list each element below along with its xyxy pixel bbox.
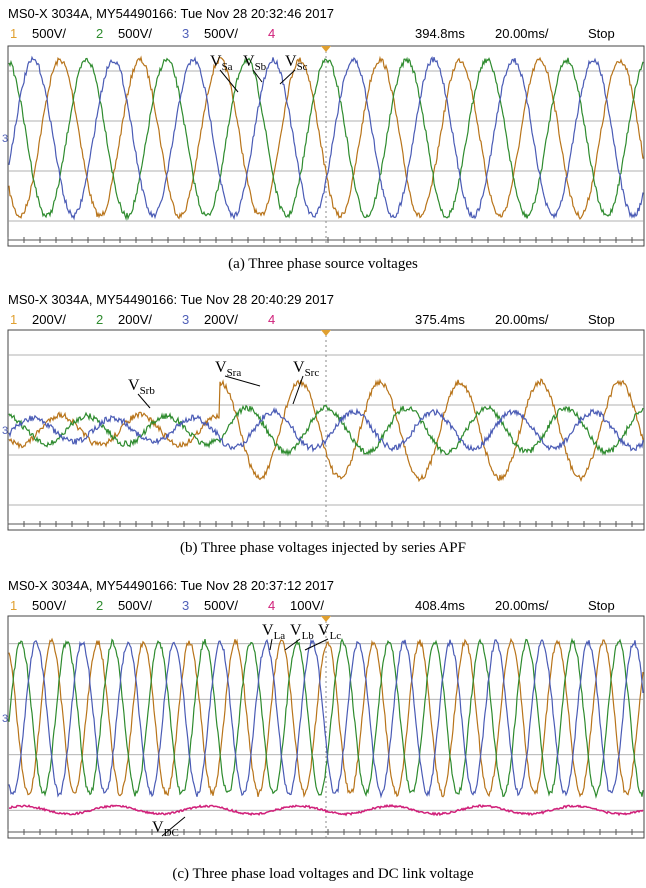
scope-header: MS0-X 3034A, MY54490166: Tue Nov 28 20:3… xyxy=(8,578,334,593)
run-status: Stop xyxy=(588,598,615,613)
ground-marker: 3 xyxy=(2,425,8,437)
channel-scale: 500V/ xyxy=(204,26,238,41)
channel-number: 4 xyxy=(268,312,275,327)
timebase: 20.00ms/ xyxy=(495,312,549,327)
channel-scale: 200V/ xyxy=(204,312,238,327)
channel-number: 4 xyxy=(268,26,275,41)
channel-number: 3 xyxy=(182,26,189,41)
time-position: 375.4ms xyxy=(415,312,465,327)
channel-scale: 500V/ xyxy=(204,598,238,613)
caption: (c) Three phase load voltages and DC lin… xyxy=(172,866,474,882)
run-status: Stop xyxy=(588,26,615,41)
time-position: 408.4ms xyxy=(415,598,465,613)
channel-number: 2 xyxy=(96,598,103,613)
channel-scale: 500V/ xyxy=(32,598,66,613)
channel-number: 1 xyxy=(10,598,17,613)
time-position: 394.8ms xyxy=(415,26,465,41)
channel-number: 1 xyxy=(10,312,17,327)
channel-scale: 500V/ xyxy=(118,26,152,41)
ground-marker: 3 xyxy=(2,713,8,725)
scope-header: MS0-X 3034A, MY54490166: Tue Nov 28 20:4… xyxy=(8,292,334,307)
run-status: Stop xyxy=(588,312,615,327)
timebase: 20.00ms/ xyxy=(495,26,549,41)
ground-marker: 3 xyxy=(2,133,8,145)
channel-scale: 500V/ xyxy=(32,26,66,41)
channel-number: 2 xyxy=(96,312,103,327)
channel-scale: 200V/ xyxy=(32,312,66,327)
figure: MS0-X 3034A, MY54490166: Tue Nov 28 20:3… xyxy=(0,0,646,888)
scope-header: MS0-X 3034A, MY54490166: Tue Nov 28 20:3… xyxy=(8,6,334,21)
caption: (a) Three phase source voltages xyxy=(228,256,418,272)
channel-number: 3 xyxy=(182,598,189,613)
channel-number: 2 xyxy=(96,26,103,41)
timebase: 20.00ms/ xyxy=(495,598,549,613)
channel-number: 4 xyxy=(268,598,275,613)
channel-number: 3 xyxy=(182,312,189,327)
channel-scale: 200V/ xyxy=(118,312,152,327)
channel-number: 1 xyxy=(10,26,17,41)
channel-scale: 100V/ xyxy=(290,598,324,613)
caption: (b) Three phase voltages injected by ser… xyxy=(180,540,466,556)
channel-scale: 500V/ xyxy=(118,598,152,613)
